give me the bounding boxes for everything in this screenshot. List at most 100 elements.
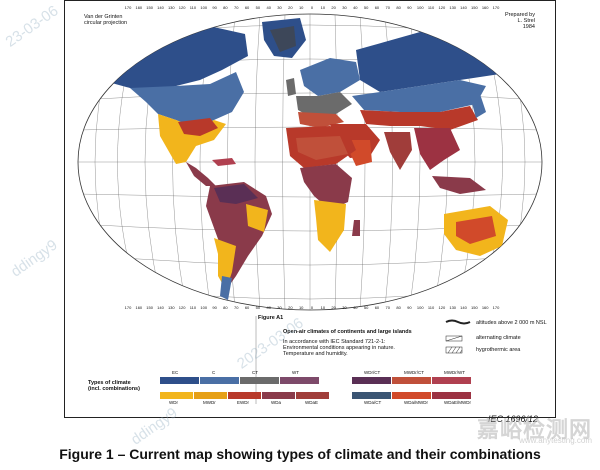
longitude-label: 80 <box>396 5 401 10</box>
longitude-label: 60 <box>245 5 250 10</box>
figure-label: Figure A1 <box>258 315 284 321</box>
climate-code: EC <box>172 370 179 375</box>
longitude-label: 30 <box>342 305 347 310</box>
longitude-label: 100 <box>417 305 424 310</box>
longitude-label: 110 <box>190 5 197 10</box>
longitude-label: 0 <box>311 305 314 310</box>
longitude-label: 30 <box>342 5 347 10</box>
longitude-label: 30 <box>277 305 282 310</box>
new-zealand <box>516 258 524 276</box>
longitude-label: 120 <box>179 305 186 310</box>
longitude-label: 90 <box>212 305 217 310</box>
longitude-label: 110 <box>428 5 435 10</box>
longitude-label: 90 <box>212 5 217 10</box>
longitude-label: 100 <box>200 305 207 310</box>
climate-swatch <box>280 377 319 384</box>
africa-south <box>314 200 346 252</box>
longitude-label: 150 <box>146 305 153 310</box>
climate-code: WT <box>292 370 299 375</box>
climate-swatch <box>352 377 391 384</box>
greenland-ice <box>270 26 296 52</box>
longitude-label: 120 <box>439 5 446 10</box>
longitude-label: 150 <box>471 5 478 10</box>
prepared-by-note: Prepared by L. Strel 1984 <box>505 12 535 30</box>
longitude-label: 100 <box>200 5 207 10</box>
longitude-label: 130 <box>168 305 175 310</box>
iec-reference: IEC 1696/12 <box>488 414 539 424</box>
climate-swatch <box>262 392 295 399</box>
climate-swatch <box>392 377 431 384</box>
longitude-label: 70 <box>234 305 239 310</box>
longitude-label: 120 <box>179 5 186 10</box>
asia-mid <box>352 80 486 112</box>
uk <box>286 78 296 96</box>
legend-note: In accordance with IEC Standard 721-2-1:… <box>283 339 395 357</box>
climate-code: WDa/MWDr <box>404 400 428 405</box>
climate-code: WDaE <box>305 400 319 405</box>
types-of-climate-label: Types of climate (incl. combinations) <box>88 380 140 392</box>
longitude-label: 110 <box>428 305 435 310</box>
longitude-label: 130 <box>168 5 175 10</box>
asia-red <box>360 106 478 130</box>
figure-caption: Figure 1 – Current map showing types of … <box>59 446 541 462</box>
hygrothermic-label: hygrothermic area <box>476 347 521 353</box>
africa-central <box>300 164 352 210</box>
climate-swatch <box>228 392 261 399</box>
longitude-labels-bottom: 170 160 150 140 130 120 110 100 90 80 70 60 50 40 30 20… <box>125 305 500 310</box>
climate-code: WDaE/MWDr <box>444 400 471 405</box>
longitude-label: 30 <box>277 5 282 10</box>
longitude-label: 20 <box>331 5 336 10</box>
caribbean <box>212 158 236 166</box>
longitude-label: 110 <box>190 305 197 310</box>
central-america <box>186 162 216 186</box>
climate-swatch <box>240 377 279 384</box>
climate-code: WDa/CT <box>364 400 382 405</box>
longitude-label: 170 <box>125 5 132 10</box>
longitude-label: 10 <box>321 305 326 310</box>
longitude-label: 170 <box>493 305 500 310</box>
longitude-label: 70 <box>386 305 391 310</box>
longitude-label: 120 <box>439 305 446 310</box>
longitude-label: 80 <box>223 305 228 310</box>
longitude-label: 90 <box>407 5 412 10</box>
longitude-label: 160 <box>482 305 489 310</box>
longitude-label: 60 <box>375 5 380 10</box>
watermark-logo: 嘉峪检测网 <box>476 418 592 443</box>
indonesia <box>432 176 486 194</box>
south-america-south <box>214 238 236 290</box>
europe-north <box>300 58 360 96</box>
longitude-label: 0 <box>311 5 314 10</box>
europe-mid <box>296 92 352 118</box>
longitude-labels-top: 170 160 150 140 130 120 110 100 90 80 70 60 50 40 30 20… <box>125 5 500 10</box>
longitude-label: 20 <box>331 305 336 310</box>
climate-code: WDr <box>169 400 178 405</box>
south-america-east <box>246 204 268 232</box>
longitude-label: 90 <box>407 305 412 310</box>
longitude-label: 140 <box>460 5 467 10</box>
climate-code: WDa <box>271 400 281 405</box>
longitude-label: 40 <box>353 5 358 10</box>
climate-code: MWDr/CT <box>404 370 424 375</box>
legend-symbols <box>445 319 471 354</box>
climate-code: C <box>212 370 216 375</box>
longitude-label: 70 <box>234 5 239 10</box>
longitude-label: 70 <box>386 5 391 10</box>
north-america-red <box>178 118 218 136</box>
longitude-label: 50 <box>364 305 369 310</box>
longitude-label: 170 <box>125 305 132 310</box>
longitude-label: 160 <box>482 5 489 10</box>
climate-swatch <box>160 377 199 384</box>
altitude-label: altitudes above 2 000 m NSL <box>476 320 547 326</box>
longitude-label: 130 <box>449 305 456 310</box>
se-asia <box>414 128 460 170</box>
longitude-label: 10 <box>321 5 326 10</box>
longitude-label: 140 <box>460 305 467 310</box>
climate-code: EWDr <box>237 400 249 405</box>
south-america-north <box>214 184 258 204</box>
longitude-label: 50 <box>256 5 261 10</box>
climate-swatch <box>432 392 471 399</box>
longitude-label: 60 <box>245 305 250 310</box>
climate-swatch <box>392 392 431 399</box>
longitude-label: 40 <box>353 305 358 310</box>
